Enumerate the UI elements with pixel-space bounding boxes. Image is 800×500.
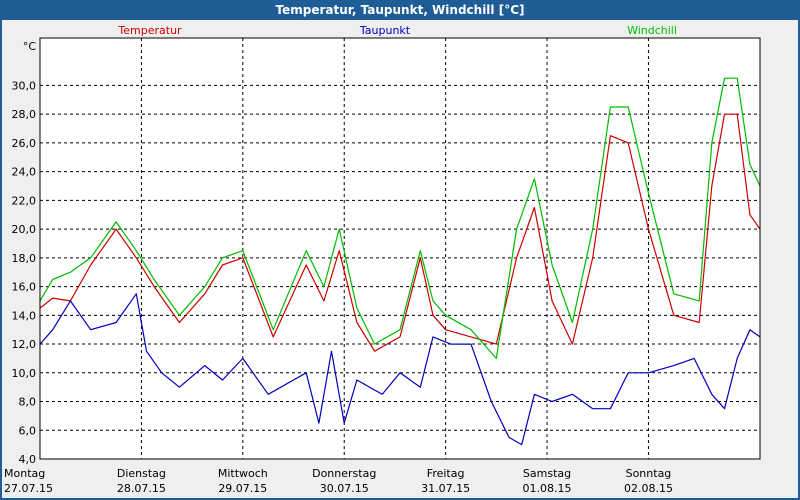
chart-panel: Temperatur Taupunkt Windchill 4,0 6,0 8,0 10,…: [2, 20, 798, 498]
y-tick-label: 20,0: [12, 223, 37, 236]
window-title: Temperatur, Taupunkt, Windchill [°C]: [0, 0, 800, 20]
x-tick-day: Montag: [4, 467, 45, 480]
x-tick-date: 02.08.15: [624, 482, 673, 495]
x-tick-day: Samstag: [523, 467, 571, 480]
x-tick-date: 30.07.15: [320, 482, 369, 495]
x-tick-date: 28.07.15: [117, 482, 166, 495]
y-tick-label: 22,0: [12, 194, 37, 207]
series-line-windchill: [39, 77, 761, 359]
y-tick-label: 16,0: [12, 281, 37, 294]
legend-windchill: Windchill: [627, 24, 677, 37]
y-tick-label: 8,0: [19, 396, 37, 409]
x-tick-date: 01.08.15: [523, 482, 572, 495]
x-tick-day: Freitag: [427, 467, 465, 480]
y-tick-label: 14,0: [12, 309, 37, 322]
legend-taupunkt: Taupunkt: [359, 24, 411, 37]
x-tick-day: Donnerstag: [312, 467, 376, 480]
y-tick-label: 30,0: [12, 79, 37, 92]
y-tick-label: 12,0: [12, 338, 37, 351]
y-tick-label: 4,0: [19, 453, 37, 466]
series-line-temperatur: [39, 113, 761, 352]
y-tick-label: 24,0: [12, 166, 37, 179]
x-tick-date: 31.07.15: [421, 482, 470, 495]
y-tick-label: 6,0: [19, 424, 37, 437]
x-tick-day: Dienstag: [117, 467, 166, 480]
plot-frame: [39, 37, 761, 460]
y-tick-label: 26,0: [12, 137, 37, 150]
y-tick-label: 10,0: [12, 367, 37, 380]
legend-temperatur: Temperatur: [117, 24, 182, 37]
y-tick-label: 28,0: [12, 108, 37, 121]
x-tick-day: Mittwoch: [218, 467, 268, 480]
chart: Temperatur Taupunkt Windchill 4,0 6,0 8,0 10,…: [4, 24, 761, 495]
x-tick-date: 29.07.15: [218, 482, 267, 495]
x-tick-day: Sonntag: [626, 467, 672, 480]
y-tick-label: 18,0: [12, 252, 37, 265]
x-tick-date: 27.07.15: [4, 482, 53, 495]
y-axis-unit: °C: [23, 40, 37, 53]
plot-area: [40, 38, 760, 459]
series-line-taupunkt: [39, 293, 761, 446]
